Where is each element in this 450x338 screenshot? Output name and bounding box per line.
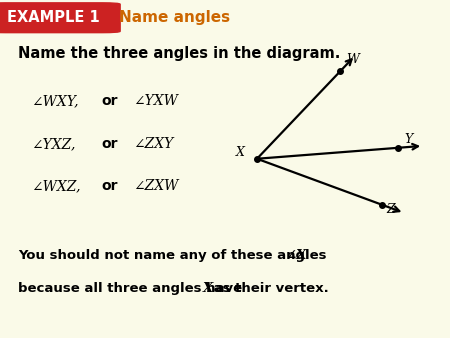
Text: EXAMPLE 1: EXAMPLE 1 xyxy=(7,9,99,25)
Text: ∠YXW: ∠YXW xyxy=(133,95,178,108)
Text: X: X xyxy=(236,146,245,159)
Text: ∠YXZ,: ∠YXZ, xyxy=(32,137,76,151)
Text: or: or xyxy=(101,137,118,151)
Text: as their vertex.: as their vertex. xyxy=(209,282,329,295)
Text: ∠WXZ,: ∠WXZ, xyxy=(32,179,81,193)
Text: W: W xyxy=(346,53,360,66)
Text: ∠ZXY: ∠ZXY xyxy=(133,137,173,151)
Text: because all three angles have: because all three angles have xyxy=(18,282,247,295)
Text: ∠ZXW: ∠ZXW xyxy=(133,179,178,193)
Text: or: or xyxy=(101,95,118,108)
Text: Name angles: Name angles xyxy=(119,9,230,25)
Text: You should not name any of these angles: You should not name any of these angles xyxy=(18,249,331,262)
Text: ∠WXY,: ∠WXY, xyxy=(32,95,79,108)
Text: Y: Y xyxy=(404,132,413,146)
Text: ∠X: ∠X xyxy=(286,249,307,262)
Text: Z: Z xyxy=(387,202,395,216)
Text: X: X xyxy=(202,282,213,295)
Text: Name the three angles in the diagram.: Name the three angles in the diagram. xyxy=(18,46,340,61)
FancyBboxPatch shape xyxy=(0,3,120,33)
Text: or: or xyxy=(101,179,118,193)
